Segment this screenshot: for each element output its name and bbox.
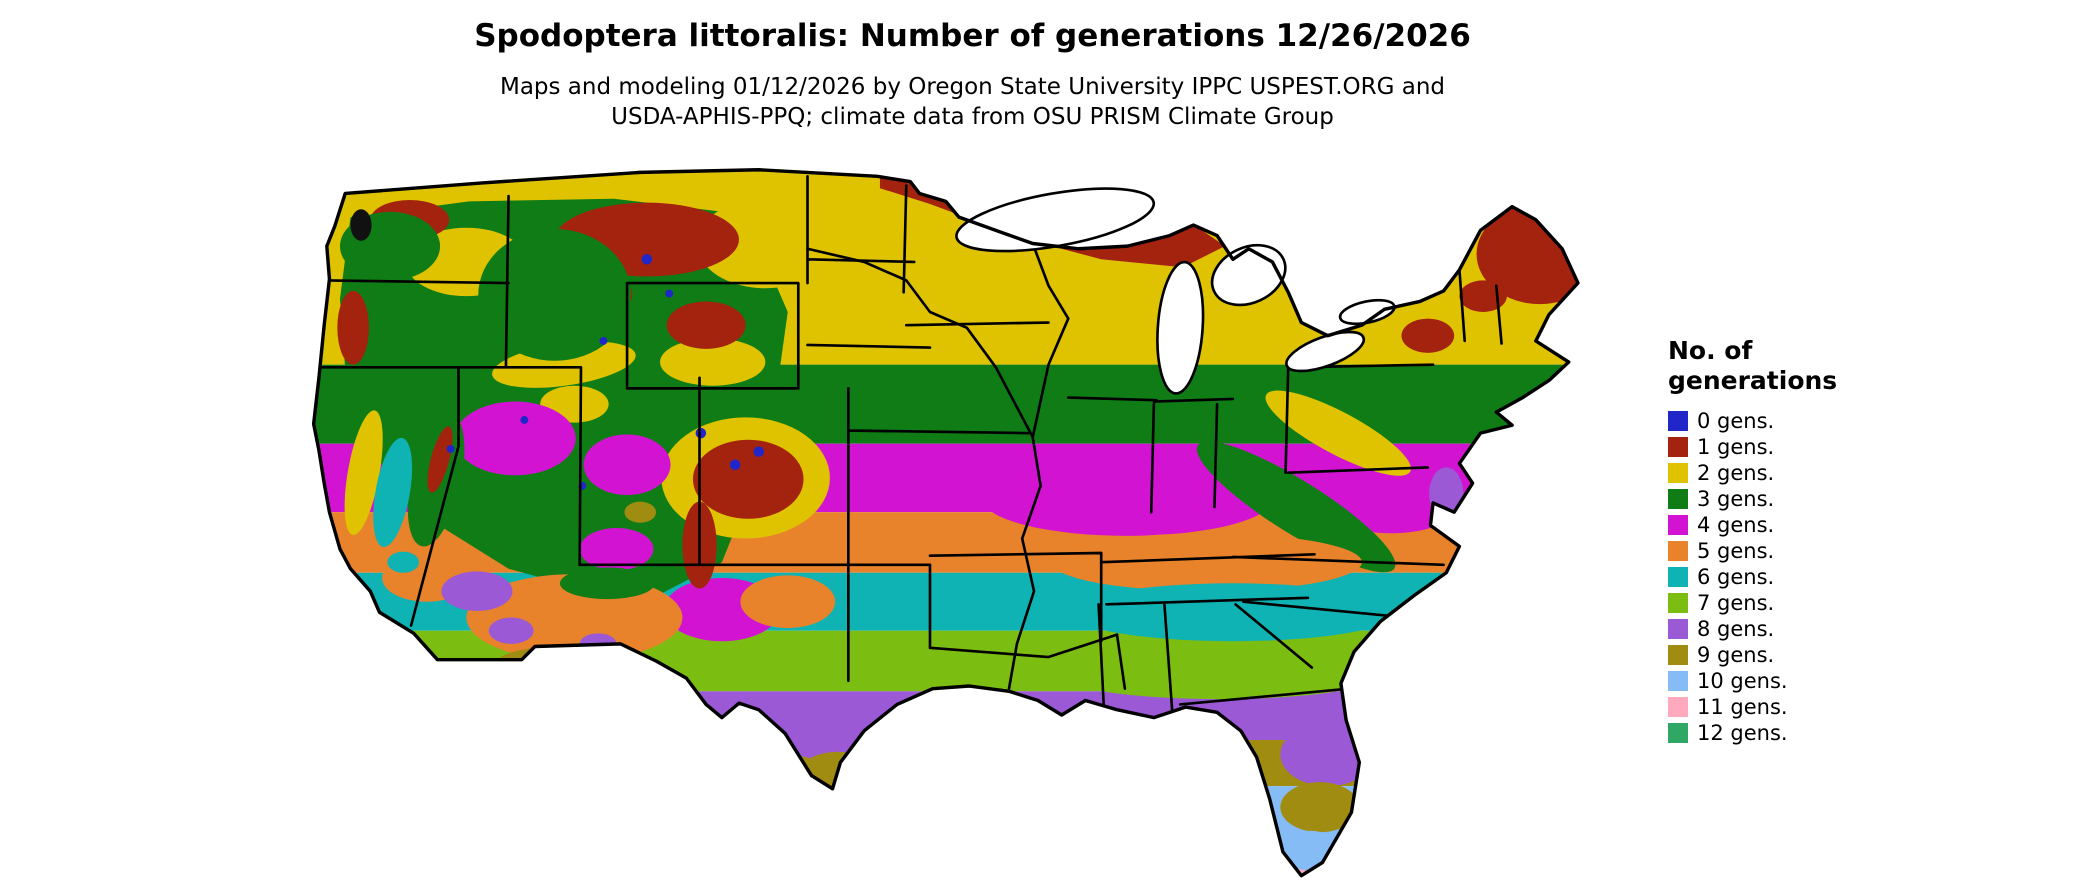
legend-swatch (1668, 619, 1688, 639)
legend-item-label: 9 gens. (1697, 643, 1775, 667)
subtitle-line-2: USDA-APHIS-PPQ; climate data from OSU PR… (611, 104, 1334, 131)
legend-item-label: 6 gens. (1697, 565, 1775, 589)
header: Spodoptera littoralis: Number of generat… (290, 18, 1655, 133)
legend-item-label: 8 gens. (1697, 617, 1775, 641)
lake-michigan (1156, 260, 1205, 395)
legend-swatch (1668, 723, 1688, 743)
legend-title-line-2: generations (1668, 365, 1838, 395)
legend-item-label: 7 gens. (1697, 591, 1775, 615)
us-outline (311, 168, 1580, 878)
legend-swatch (1668, 515, 1688, 535)
legend-item: 12 gens. (1668, 720, 1898, 746)
legend-item-label: 3 gens. (1697, 487, 1775, 511)
legend-item: 5 gens. (1668, 538, 1898, 564)
legend-item: 1 gens. (1668, 434, 1898, 460)
legend: No. of generations 0 gens. 1 gens. 2 gens.… (1668, 336, 1898, 746)
legend-swatch (1668, 697, 1688, 717)
legend-item: 4 gens. (1668, 512, 1898, 538)
legend-item-label: 5 gens. (1697, 539, 1775, 563)
legend-items: 0 gens. 1 gens. 2 gens. 3 gens. 4 gens. 5 gen… (1668, 408, 1898, 746)
legend-swatch (1668, 593, 1688, 613)
legend-item-label: 2 gens. (1697, 461, 1775, 485)
lake-erie (1285, 330, 1366, 373)
page-title: Spodoptera littoralis: Number of generat… (474, 18, 1471, 54)
legend-item: 0 gens. (1668, 408, 1898, 434)
legend-item-label: 0 gens. (1697, 409, 1775, 433)
legend-item: 9 gens. (1668, 642, 1898, 668)
legend-item: 10 gens. (1668, 668, 1898, 694)
page-subtitle: Maps and modeling 01/12/2026 by Oregon S… (290, 72, 1655, 133)
legend-item-label: 4 gens. (1697, 513, 1775, 537)
legend-swatch (1668, 567, 1688, 587)
legend-title-line-1: No. of (1668, 336, 1753, 365)
legend-item: 3 gens. (1668, 486, 1898, 512)
legend-swatch (1668, 671, 1688, 691)
legend-swatch (1668, 411, 1688, 431)
legend-item: 7 gens. (1668, 590, 1898, 616)
legend-item-label: 10 gens. (1697, 669, 1788, 693)
legend-item: 2 gens. (1668, 460, 1898, 486)
legend-item: 6 gens. (1668, 564, 1898, 590)
subtitle-line-1: Maps and modeling 01/12/2026 by Oregon S… (499, 74, 1446, 100)
legend-title: No. of generations (1668, 336, 1898, 395)
legend-swatch (1668, 541, 1688, 561)
legend-item-label: 12 gens. (1697, 721, 1788, 745)
legend-swatch (1668, 463, 1688, 483)
legend-swatch (1668, 645, 1688, 665)
west-mosaic (337, 198, 836, 683)
legend-item: 8 gens. (1668, 616, 1898, 642)
map-container (311, 166, 1628, 886)
state-borders (320, 175, 1503, 714)
legend-item-label: 1 gens. (1697, 435, 1775, 459)
us-generations-map (311, 168, 1580, 878)
legend-item-label: 11 gens. (1697, 695, 1788, 719)
legend-swatch (1668, 489, 1688, 509)
legend-swatch (1668, 437, 1688, 457)
legend-item: 11 gens. (1668, 694, 1898, 720)
